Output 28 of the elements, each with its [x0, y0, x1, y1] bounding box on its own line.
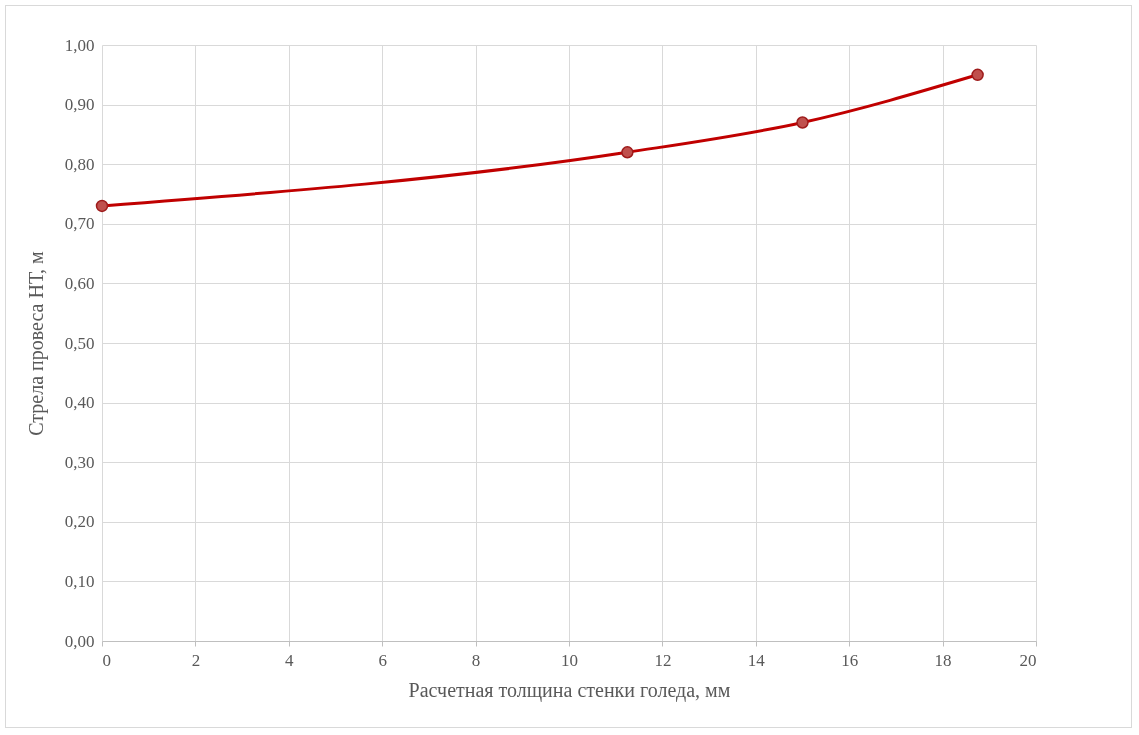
- x-tick-label: 0: [102, 650, 111, 670]
- x-tick-label: 14: [747, 650, 766, 670]
- y-tick-label: 0,70: [64, 214, 95, 234]
- y-tick-label: 0,90: [64, 95, 95, 115]
- x-tick-label: 4: [285, 650, 295, 670]
- x-tick-label: 6: [378, 650, 387, 670]
- x-tick-label: 2: [191, 650, 201, 670]
- x-tick-label: 20: [1019, 650, 1037, 670]
- x-tick-label: 18: [934, 650, 952, 670]
- y-tick-label: 0,50: [64, 333, 95, 353]
- x-tick-label: 8: [471, 650, 481, 670]
- point: [796, 116, 809, 129]
- y-tick-label: 0,10: [64, 571, 95, 591]
- y-tick-label: 0,30: [64, 452, 95, 472]
- y-tick-label: 0,00: [64, 631, 95, 651]
- x-axis-title: Расчетная толщина стенки голеда, мм: [408, 678, 731, 702]
- point: [971, 68, 984, 82]
- x-tick-label: 10: [561, 650, 578, 670]
- point: [621, 146, 634, 159]
- point: [95, 199, 109, 213]
- x-tick-label: 12: [654, 650, 672, 670]
- y-tick-label: 0,40: [64, 393, 95, 413]
- y-tick-label: 0,80: [64, 154, 95, 174]
- y-axis-title: Стрела провеса НТ, м: [24, 250, 48, 436]
- y-tick-label: 0,60: [64, 273, 95, 293]
- x-tick-label: 16: [841, 650, 859, 670]
- y-tick-label: 0,20: [64, 512, 95, 532]
- y-tick-label: 1,00: [64, 35, 95, 55]
